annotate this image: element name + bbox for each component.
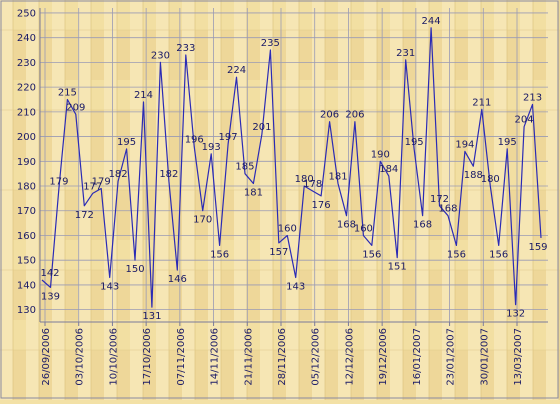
data-label: 168 <box>337 220 356 231</box>
data-label: 181 <box>328 172 347 183</box>
data-label: 182 <box>159 169 178 180</box>
series-line-path <box>41 27 542 308</box>
data-label: 233 <box>176 43 195 54</box>
data-label: 160 <box>354 223 373 234</box>
data-label: 168 <box>413 220 432 231</box>
x-tick-label: 28/11/2006 <box>277 328 288 386</box>
data-label: 156 <box>362 249 381 260</box>
data-label: 230 <box>151 50 170 61</box>
data-label: 179 <box>92 176 111 187</box>
data-label: 143 <box>100 281 119 292</box>
data-label: 160 <box>278 223 297 234</box>
x-tick-label: 30/01/2007 <box>479 328 490 386</box>
data-label: 224 <box>227 65 246 76</box>
data-label: 215 <box>58 87 77 98</box>
data-label: 168 <box>438 204 457 215</box>
data-label: 213 <box>523 92 542 103</box>
data-label: 182 <box>109 169 128 180</box>
data-label: 195 <box>117 137 136 148</box>
data-label: 190 <box>371 149 390 160</box>
x-tick-label: 26/09/2006 <box>41 328 52 386</box>
data-label: 188 <box>464 170 483 181</box>
data-label: 196 <box>185 134 204 145</box>
data-label: 195 <box>405 137 424 148</box>
x-tick-label: 16/01/2007 <box>412 328 423 386</box>
data-label: 150 <box>125 264 144 275</box>
grid <box>40 8 548 322</box>
data-label: 156 <box>489 249 508 260</box>
data-label: 180 <box>481 174 500 185</box>
x-tick-label: 17/10/2006 <box>142 328 153 386</box>
x-tick-label: 21/11/2006 <box>243 328 254 386</box>
data-label: 142 <box>40 268 59 279</box>
data-label: 201 <box>252 122 271 133</box>
data-label: 176 <box>312 200 331 211</box>
data-label: 139 <box>41 291 60 302</box>
y-tick-label: 230 <box>17 58 36 69</box>
data-label: 172 <box>430 194 449 205</box>
data-label: 156 <box>447 249 466 260</box>
data-label: 131 <box>142 311 161 322</box>
data-label: 185 <box>235 162 254 173</box>
data-label: 157 <box>269 247 288 258</box>
y-tick-label: 220 <box>17 83 36 94</box>
data-label: 177 <box>83 181 102 192</box>
data-label: 197 <box>219 132 238 143</box>
data-label: 209 <box>66 102 85 113</box>
data-labels: 1421391792152091721771791431821951502141… <box>40 16 547 322</box>
x-tick-label: 23/01/2007 <box>446 328 457 386</box>
data-label: 206 <box>345 110 364 121</box>
data-label: 172 <box>75 210 94 221</box>
data-label: 184 <box>379 164 398 175</box>
data-label: 178 <box>303 179 322 190</box>
y-tick-label: 240 <box>17 33 36 44</box>
data-label: 143 <box>286 281 305 292</box>
y-tick-label: 140 <box>17 280 36 291</box>
y-tick-label: 210 <box>17 107 36 118</box>
y-tick-label: 180 <box>17 182 36 193</box>
data-label: 156 <box>210 249 229 260</box>
y-tick-label: 170 <box>17 206 36 217</box>
x-tick-label: 13/03/2007 <box>513 328 524 386</box>
data-label: 214 <box>134 90 153 101</box>
data-label: 235 <box>261 38 280 49</box>
x-tick-label: 10/10/2006 <box>108 328 119 386</box>
data-label: 146 <box>168 274 187 285</box>
axes <box>39 8 548 326</box>
data-label: 132 <box>506 309 525 320</box>
y-tick-label: 250 <box>17 8 36 19</box>
data-label: 231 <box>396 48 415 59</box>
y-tick-label: 190 <box>17 157 36 168</box>
x-tick-label: 14/11/2006 <box>210 328 221 386</box>
y-tick-label: 130 <box>17 305 36 316</box>
x-tick-label: 05/12/2006 <box>311 328 322 386</box>
y-tick-label: 150 <box>17 256 36 267</box>
data-label: 170 <box>193 215 212 226</box>
data-label: 181 <box>244 188 263 199</box>
data-label: 194 <box>455 139 474 150</box>
x-tick-label: 07/11/2006 <box>176 328 187 386</box>
x-tick-label: 12/12/2006 <box>344 328 355 386</box>
series-line <box>41 27 542 308</box>
data-label: 204 <box>515 115 534 126</box>
data-label: 151 <box>388 262 407 273</box>
data-label: 159 <box>528 242 547 253</box>
data-label: 179 <box>49 176 68 187</box>
data-label: 180 <box>295 174 314 185</box>
y-axis-ticks: 130 140 150 160 170 180 190 200 210 220 230 240 250 <box>17 8 36 316</box>
data-label: 244 <box>422 16 441 27</box>
data-label: 206 <box>320 110 339 121</box>
y-tick-label: 200 <box>17 132 36 143</box>
data-label: 193 <box>202 142 221 153</box>
data-label: 195 <box>498 137 517 148</box>
x-tick-label: 19/12/2006 <box>378 328 389 386</box>
y-tick-label: 160 <box>17 231 36 242</box>
x-tick-label: 03/10/2006 <box>75 328 86 386</box>
x-axis-ticks: 26/09/2006 03/10/2006 10/10/2006 17/10/2006… <box>41 328 524 386</box>
data-label: 211 <box>472 97 491 108</box>
